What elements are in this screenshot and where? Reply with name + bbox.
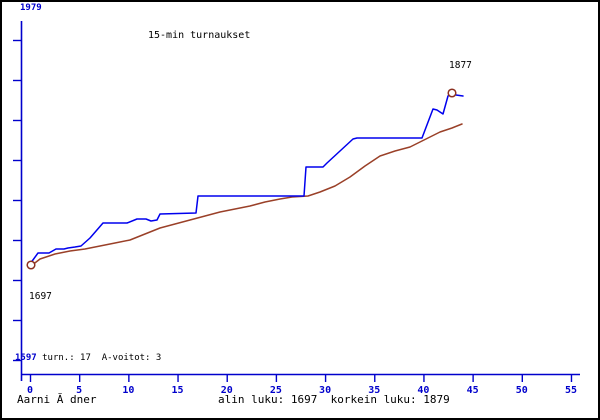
- x-tick-label: 45: [467, 385, 479, 396]
- x-tick-label: 30: [319, 385, 331, 396]
- chart-title: 15-min turnaukset: [148, 30, 251, 41]
- rating-summary: alin luku: 1697 korkein luku: 1879: [218, 393, 450, 406]
- x-tick-label: 25: [270, 385, 282, 396]
- y-axis-max-label: 1979: [20, 3, 42, 13]
- x-tick-label: 0: [27, 385, 33, 396]
- start-point-label: 1697: [29, 291, 52, 302]
- start-marker: [26, 260, 36, 270]
- x-tick-label: 5: [76, 385, 82, 396]
- x-tick-label: 20: [221, 385, 233, 396]
- x-tick-label: 35: [368, 385, 380, 396]
- end-marker: [447, 88, 457, 98]
- end-point-label: 1877: [449, 60, 472, 71]
- running-average-line: [30, 123, 463, 267]
- x-tick-label: 50: [516, 385, 528, 396]
- x-tick-label: 15: [172, 385, 184, 396]
- status-line: 1597 turn.: 17 A-voitot: 3: [15, 354, 161, 363]
- tournament-rating-line: [29, 92, 464, 265]
- tournament-stats-text: turn.: 17 A-voitot: 3: [36, 353, 162, 363]
- x-tick-label: 10: [122, 385, 134, 396]
- x-tick-label: 40: [417, 385, 429, 396]
- y-axis-min-label: 1597: [15, 353, 37, 363]
- x-tick-label: 55: [565, 385, 577, 396]
- player-name: Aarni Ă dner: [17, 393, 97, 406]
